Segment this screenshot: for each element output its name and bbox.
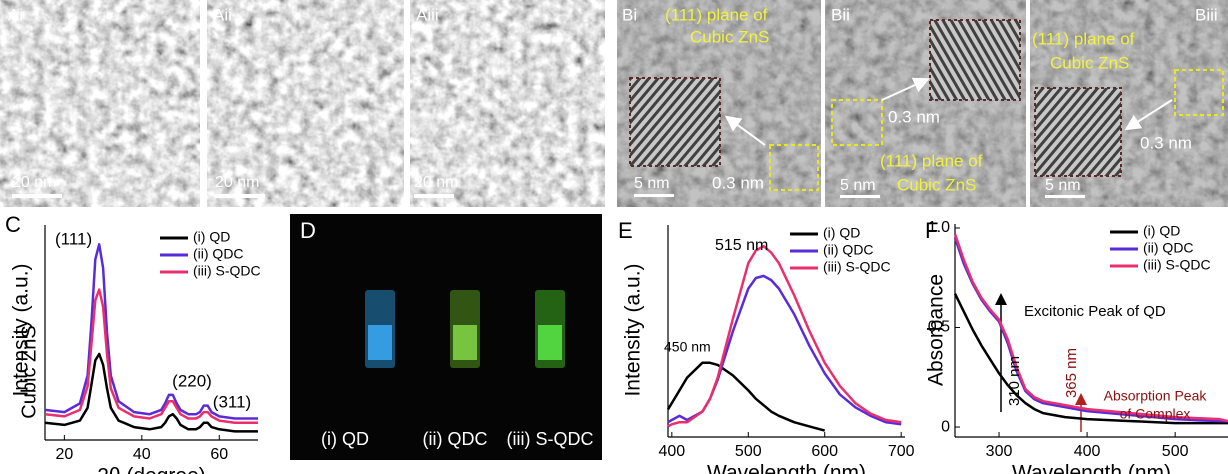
- x-tick-label: 500: [735, 443, 762, 460]
- scale-label: 5 nm: [634, 175, 670, 192]
- figure: Ai 20 nm Aii 20 nm Aiii 20 nm Bi (111) p…: [0, 0, 1228, 474]
- spacing-label: 0.3 nm: [1140, 133, 1192, 152]
- legend-label: (i) QD: [1143, 223, 1180, 239]
- cuvette-glow: [368, 325, 392, 360]
- panel-letter: C: [5, 212, 21, 237]
- cuvette-glow: [538, 325, 562, 360]
- annotation: 450 nm: [664, 339, 711, 355]
- chart: 2040602θ (degree)Intensity (a.u.)C(i) QD…: [5, 212, 261, 474]
- tem-panel: Ai 20 nm: [0, 0, 200, 207]
- photo-panel: D (i) QD (ii) QDC (iii) S-QDC: [290, 214, 602, 460]
- x-axis-label: Wavelength (nm): [1012, 462, 1171, 474]
- plane-label: (111) plane of: [665, 5, 768, 24]
- spacing-label: 0.3 nm: [888, 107, 940, 126]
- scale-label: 20 nm: [414, 174, 458, 191]
- x-tick-label: 400: [658, 443, 685, 460]
- inset-fft: [930, 20, 1020, 100]
- inset-fft: [630, 78, 720, 166]
- annotation: Excitonic Peak of QD: [1024, 303, 1166, 320]
- panel-label: Bi: [622, 5, 637, 24]
- plane-label: (111) plane of: [880, 151, 983, 170]
- panel-label: Bii: [831, 5, 850, 24]
- scale-bar: [634, 194, 674, 197]
- plane-label: Cubic ZnS: [690, 27, 769, 46]
- scale-bar: [12, 194, 62, 198]
- y-tick-label: 0: [941, 418, 950, 435]
- x-tick-label: 400: [1074, 443, 1101, 460]
- legend-label: (iii) S-QDC: [823, 259, 891, 275]
- scale-label: 20 nm: [215, 174, 259, 191]
- cuvette-glow: [453, 325, 477, 360]
- x-tick-label: 300: [986, 443, 1013, 460]
- scale-label: 5 nm: [1045, 177, 1081, 194]
- x-tick-label: 600: [811, 443, 838, 460]
- scale-bar: [1045, 195, 1085, 198]
- scale-bar: [840, 195, 880, 198]
- y-axis-label: Intensity (a.u.): [622, 263, 645, 396]
- tem-panel: Aiii 20 nm: [410, 0, 605, 207]
- x-axis-label: Wavelength (nm): [707, 462, 866, 474]
- annotation: 310 nm: [1006, 356, 1023, 406]
- annotation: Absorption Peak: [1104, 388, 1208, 404]
- panel-letter: F: [925, 218, 938, 243]
- panel-letter: D: [300, 218, 316, 243]
- annotation: (111): [55, 229, 92, 248]
- photo-label: (ii) QDC: [423, 429, 488, 449]
- photo-label: (iii) S-QDC: [507, 429, 594, 449]
- chart: 400 500 600 700 Wavelength (nm) Intensity (a.…: [618, 218, 915, 474]
- scale-bar: [215, 194, 265, 198]
- plane-label: Cubic ZnS: [1050, 53, 1129, 72]
- panel-letter: E: [618, 218, 633, 243]
- inset-fft: [1035, 88, 1121, 176]
- panel-label: Aiii: [416, 5, 439, 24]
- legend-label: (ii) QDC: [1143, 240, 1194, 256]
- tem-panel: Aii 20 nm: [207, 0, 404, 207]
- annotation: (220): [172, 371, 212, 390]
- annotation: 365 nm: [1063, 348, 1080, 398]
- photo-label: (i) QD: [321, 429, 369, 449]
- x-tick-label: 500: [1162, 443, 1189, 460]
- legend-label: (iii) S-QDC: [193, 263, 261, 279]
- spacing-label: 0.3 nm: [712, 173, 764, 192]
- panel-label: Biii: [1195, 5, 1218, 24]
- scale-label: 5 nm: [840, 177, 876, 194]
- plane-label: Cubic ZnS: [897, 175, 976, 194]
- x-tick-label: 700: [888, 443, 915, 460]
- annotation: (311): [213, 392, 251, 411]
- legend-label: (i) QD: [823, 225, 860, 241]
- y-axis-label: Absorbance: [925, 274, 948, 386]
- legend-label: (iii) S-QDC: [1143, 257, 1211, 273]
- panel-label: Ai: [8, 5, 23, 24]
- hrtem-panel: Biii (111) plane of Cubic ZnS 0.3 nm 5 n…: [1030, 0, 1228, 207]
- hrtem-panel: Bii 0.3 nm (111) plane of Cubic ZnS 5 nm: [825, 0, 1026, 207]
- annotation: of Complex: [1120, 406, 1191, 422]
- x-tick-label: 20: [55, 446, 73, 463]
- panel-label: Aii: [213, 5, 232, 24]
- x-tick-label: 60: [210, 446, 228, 463]
- legend-label: (ii) QDC: [823, 242, 874, 258]
- scale-bar: [414, 194, 454, 198]
- annotation: 515 nm: [715, 237, 768, 254]
- x-axis-label: 2θ (degree): [97, 465, 206, 474]
- plane-label: (111) plane of: [1032, 29, 1135, 48]
- scale-label: 20 nm: [12, 174, 56, 191]
- x-tick-label: 40: [133, 446, 151, 463]
- legend-label: (i) QD: [193, 229, 230, 245]
- annotation: Cubic ZnS: [18, 325, 40, 418]
- hrtem-panel: Bi (111) plane of Cubic ZnS 0.3 nm 5 nm: [617, 0, 821, 207]
- legend-label: (ii) QDC: [193, 246, 244, 262]
